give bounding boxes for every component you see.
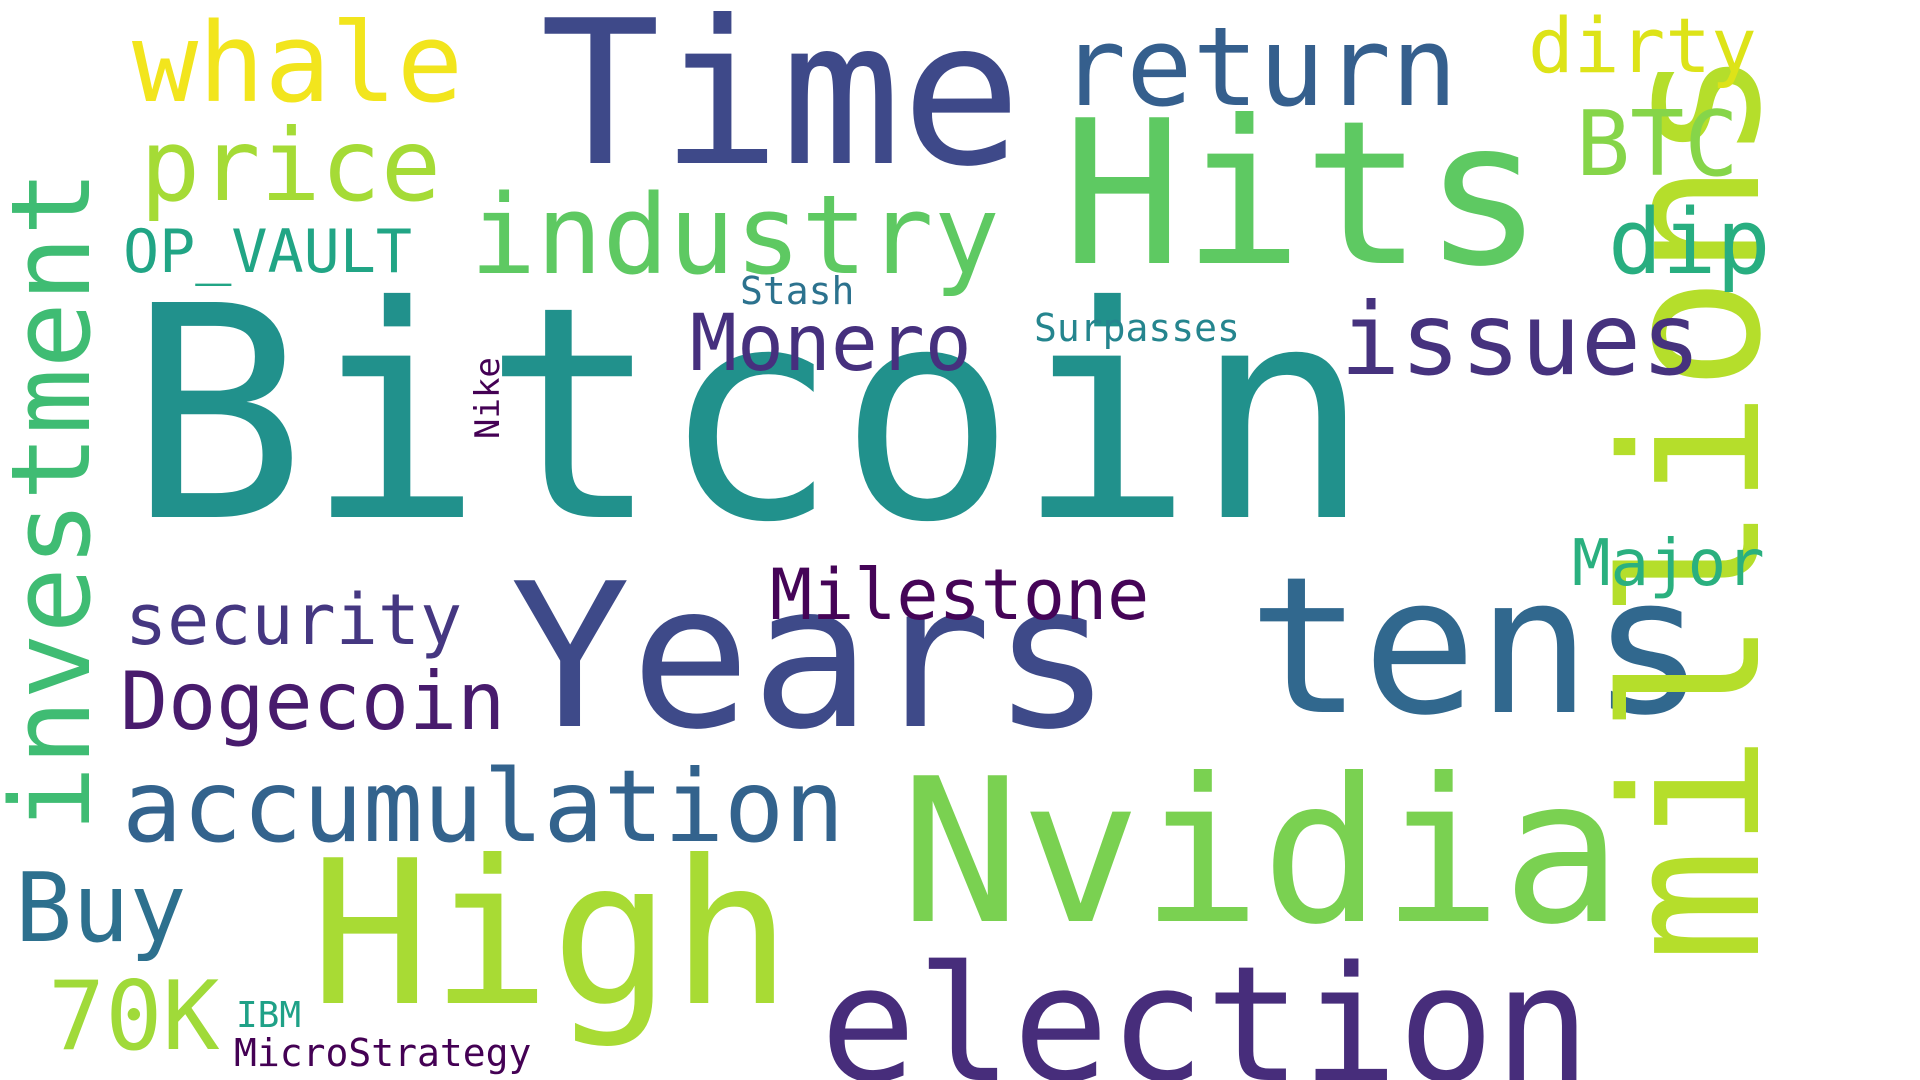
word-election: election — [820, 931, 1591, 1080]
word-years: Years — [510, 541, 1113, 774]
word-nike: Nike — [468, 357, 508, 439]
word-dirty: dirty — [1528, 1, 1757, 90]
word-stash: Stash — [740, 269, 855, 313]
word-btc: BTC — [1576, 92, 1739, 197]
word-70k: 70K — [48, 962, 220, 1072]
word-accumulation: accumulation — [122, 748, 845, 865]
word-op-vault: OP_VAULT — [123, 217, 412, 287]
word-time: Time — [540, 0, 1022, 211]
word-nvidia: Nvidia — [900, 736, 1623, 969]
word-dip: dip — [1608, 190, 1771, 295]
word-tens: tens — [1248, 536, 1706, 757]
word-hits: Hits — [1062, 78, 1544, 311]
word-industry: industry — [470, 171, 1000, 299]
word-monero: Monero — [690, 299, 972, 389]
word-price: price — [140, 107, 442, 224]
word-whale: whale — [132, 0, 464, 127]
word-investment: investment — [0, 169, 115, 832]
word-major: Major — [1572, 527, 1765, 601]
word-dogecoin: Dogecoin — [120, 655, 506, 748]
word-milestone: Milestone — [770, 554, 1150, 636]
word-high: High — [310, 818, 792, 1051]
word-buy: Buy — [15, 854, 187, 964]
word-bitcoin: Bitcoin — [128, 243, 1372, 587]
word-issues: issues — [1340, 281, 1702, 398]
word-return: return — [1060, 3, 1458, 131]
word-surpasses: Surpasses — [1034, 306, 1240, 350]
word-ibm: IBM — [236, 995, 302, 1036]
word-security: security — [125, 579, 463, 661]
word-microstrategy: MicroStrategy — [234, 1031, 532, 1075]
